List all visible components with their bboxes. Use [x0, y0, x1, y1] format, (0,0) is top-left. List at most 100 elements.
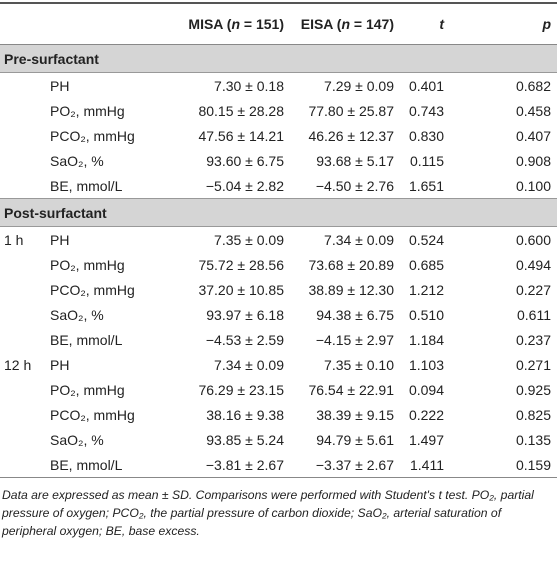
value-cell: 7.34 ± 0.09 — [214, 356, 284, 373]
header-var: n — [231, 16, 241, 32]
row-label: PCO₂, mmHg — [50, 281, 135, 298]
value-cell: 0.494 — [515, 256, 551, 273]
header-var: n — [341, 16, 351, 32]
time-cell: 1 h — [4, 231, 24, 248]
header-text: = 147) — [350, 16, 394, 32]
value-cell: −4.53 ± 2.59 — [205, 331, 284, 348]
value-cell: 1.651 — [408, 177, 444, 194]
data-row: PH 7.30 ± 0.18 7.29 ± 0.09 0.401 0.682 — [0, 73, 557, 99]
value-cell: 37.20 ± 10.85 — [198, 281, 284, 298]
data-row: SaO₂, % 93.85 ± 5.24 94.79 ± 5.61 1.497 0.13… — [0, 427, 557, 452]
value-cell: 0.458 — [515, 102, 551, 119]
row-label: PH — [50, 77, 70, 94]
value-cell: 38.16 ± 9.38 — [206, 406, 284, 423]
value-cell: 7.34 ± 0.09 — [324, 231, 394, 248]
value-cell: −3.81 ± 2.67 — [160, 452, 290, 478]
header-text: EISA ( — [300, 16, 342, 32]
data-row: PCO₂, mmHg 38.16 ± 9.38 38.39 ± 9.15 0.222 0… — [0, 402, 557, 427]
data-row: SaO₂, % 93.60 ± 6.75 93.68 ± 5.17 0.115 0.90… — [0, 148, 557, 173]
value-cell: 0.094 — [408, 381, 444, 398]
value-cell: 94.79 ± 5.61 — [316, 431, 394, 448]
time-cell — [0, 427, 48, 452]
data-row: PCO₂, mmHg 37.20 ± 10.85 38.89 ± 12.30 1.21… — [0, 277, 557, 302]
value-cell: 0.682 — [515, 77, 551, 94]
value-cell: 0.830 — [408, 127, 444, 144]
value-cell: 0.510 — [408, 306, 444, 323]
time-cell — [0, 123, 48, 148]
row-label: BE, mmol/L — [50, 331, 123, 348]
header-cell: t — [400, 2, 450, 45]
row-label: PO₂, mmHg — [50, 102, 125, 119]
time-cell — [0, 452, 48, 478]
row-label: PCO₂, mmHg — [50, 127, 135, 144]
value-cell: 7.35 ± 0.09 — [214, 231, 284, 248]
row-label: BE, mmol/L — [50, 177, 123, 194]
value-cell: 7.35 ± 0.10 — [324, 356, 394, 373]
table-wrap: MISA (n = 151) EISA (n = 147) t p Pre-surfa… — [0, 2, 557, 538]
header-text: = 151) — [240, 16, 284, 32]
value-cell: 0.159 — [450, 452, 557, 478]
data-row: PCO₂, mmHg 47.56 ± 14.21 46.26 ± 12.37 0.83… — [0, 123, 557, 148]
value-cell: 93.68 ± 5.17 — [316, 152, 394, 169]
value-cell: 0.743 — [408, 102, 444, 119]
value-cell: 0.135 — [515, 431, 551, 448]
time-cell — [0, 377, 48, 402]
time-cell — [0, 402, 48, 427]
row-label: BE, mmol/L — [48, 452, 160, 478]
header-cell: EISA (n = 147) — [290, 2, 400, 45]
time-cell — [0, 302, 48, 327]
time-cell — [0, 73, 48, 99]
value-cell: 0.227 — [515, 281, 551, 298]
value-cell: 1.184 — [408, 331, 444, 348]
time-cell — [0, 148, 48, 173]
row-label: PH — [50, 231, 70, 248]
value-cell: 0.407 — [515, 127, 551, 144]
row-label: PH — [50, 356, 70, 373]
value-cell: 0.100 — [515, 177, 551, 194]
time-cell: 12 h — [4, 356, 32, 373]
value-cell: −4.15 ± 2.97 — [315, 331, 394, 348]
value-cell: 0.600 — [515, 231, 551, 248]
header-var: p — [542, 16, 551, 32]
row-label: PO₂, mmHg — [50, 381, 125, 398]
row-label: PO₂, mmHg — [50, 256, 125, 273]
value-cell: −3.37 ± 2.67 — [290, 452, 400, 478]
footnote: Data are expressed as mean ± SD. Compari… — [2, 488, 534, 538]
value-cell: 1.103 — [408, 356, 444, 373]
row-label: SaO₂, % — [50, 431, 104, 448]
value-cell: 1.212 — [408, 281, 444, 298]
value-cell: 93.97 ± 6.18 — [206, 306, 284, 323]
section-title: Pre-surfactant — [0, 44, 557, 73]
value-cell: 0.524 — [408, 231, 444, 248]
data-row: BE, mmol/L −5.04 ± 2.82 −4.50 ± 2.76 1.651 0… — [0, 173, 557, 199]
value-cell: 94.38 ± 6.75 — [316, 306, 394, 323]
value-cell: 93.60 ± 6.75 — [206, 152, 284, 169]
value-cell: 0.237 — [515, 331, 551, 348]
section-row: Pre-surfactant — [0, 44, 557, 73]
time-cell — [0, 252, 48, 277]
value-cell: 0.401 — [408, 77, 444, 94]
value-cell: 1.497 — [408, 431, 444, 448]
data-table: MISA (n = 151) EISA (n = 147) t p Pre-surfa… — [0, 2, 557, 478]
value-cell: 38.89 ± 12.30 — [308, 281, 394, 298]
data-row: 12 h PH 7.34 ± 0.09 7.35 ± 0.10 1.103 0.271 — [0, 352, 557, 377]
section-row: Post-surfactant — [0, 198, 557, 227]
value-cell: 75.72 ± 28.56 — [198, 256, 284, 273]
time-cell — [0, 327, 48, 352]
value-cell: 77.80 ± 25.87 — [308, 102, 394, 119]
value-cell: 47.56 ± 14.21 — [198, 127, 284, 144]
header-cell: MISA (n = 151) — [160, 2, 290, 45]
value-cell: 1.411 — [400, 452, 450, 478]
time-cell — [0, 173, 48, 199]
value-cell: 93.85 ± 5.24 — [206, 431, 284, 448]
value-cell: 0.115 — [410, 152, 444, 169]
header-cell: p — [450, 2, 557, 45]
header-row: MISA (n = 151) EISA (n = 147) t p — [0, 2, 557, 45]
value-cell: 38.39 ± 9.15 — [316, 406, 394, 423]
data-row: 1 h PH 7.35 ± 0.09 7.34 ± 0.09 0.524 0.600 — [0, 227, 557, 253]
data-row: BE, mmol/L −3.81 ± 2.67 −3.37 ± 2.67 1.411 0… — [0, 452, 557, 478]
data-row: BE, mmol/L −4.53 ± 2.59 −4.15 ± 2.97 1.184 0… — [0, 327, 557, 352]
value-cell: 0.222 — [408, 406, 444, 423]
time-cell — [0, 277, 48, 302]
row-label: PCO₂, mmHg — [50, 406, 135, 423]
